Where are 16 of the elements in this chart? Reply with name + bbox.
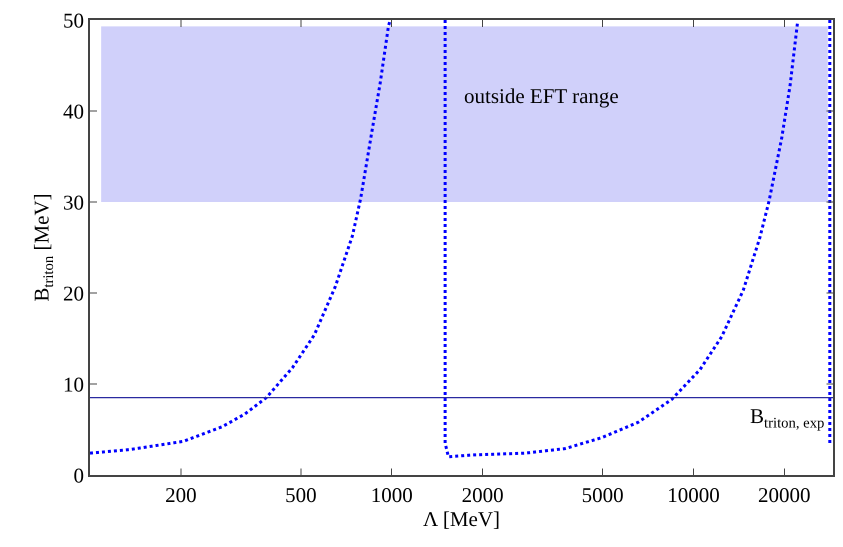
x-tick-label: 200 bbox=[165, 482, 197, 507]
y-tick-label: 0 bbox=[74, 463, 84, 488]
y-tick-label: 30 bbox=[63, 190, 84, 214]
y-tick-label: 10 bbox=[63, 372, 84, 396]
ref-line-label: B$_{triton, exp}$ bbox=[750, 404, 824, 432]
x-tick-label: 10000 bbox=[667, 482, 720, 507]
y-tick-label: 40 bbox=[63, 99, 84, 124]
x-tick-label: 5000 bbox=[582, 482, 624, 507]
x-axis-title: Λ [MeV] bbox=[422, 506, 500, 531]
y-tick-label: 50 bbox=[63, 8, 84, 32]
x-tick-label: 1000 bbox=[370, 482, 413, 507]
x-tick-label: 2000 bbox=[462, 482, 504, 507]
x-tick-label: 500 bbox=[285, 482, 317, 507]
y-tick-label: 20 bbox=[63, 281, 84, 306]
x-tick-label: 20000 bbox=[758, 482, 811, 507]
band-label: outside EFT range bbox=[464, 84, 619, 108]
